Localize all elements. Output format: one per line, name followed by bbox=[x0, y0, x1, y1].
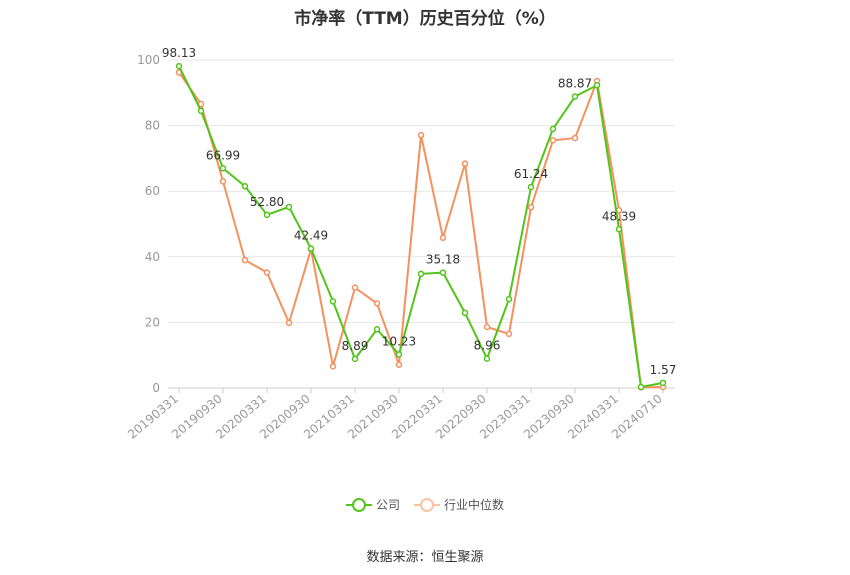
data-point-industry-median bbox=[483, 323, 491, 331]
data-label: 61.24 bbox=[514, 167, 548, 181]
data-point-company bbox=[659, 379, 667, 387]
data-point-company bbox=[549, 125, 557, 133]
data-point-company bbox=[175, 62, 183, 70]
data-point-company bbox=[417, 270, 425, 278]
y-tick-label: 40 bbox=[145, 250, 160, 264]
data-point-company bbox=[351, 355, 359, 363]
data-label: 66.99 bbox=[206, 148, 240, 162]
data-point-company bbox=[373, 326, 381, 333]
data-label: 48.39 bbox=[602, 209, 636, 223]
legend-company-label: 公司 bbox=[375, 498, 400, 512]
data-point-company bbox=[637, 383, 645, 391]
y-tick-label: 0 bbox=[152, 381, 160, 395]
data-label: 52.80 bbox=[250, 195, 284, 209]
data-label: 1.57 bbox=[650, 363, 677, 377]
data-point-company bbox=[263, 211, 271, 219]
data-point-industry-median bbox=[241, 256, 249, 264]
data-point-company bbox=[307, 245, 315, 252]
data-point-industry-median bbox=[417, 131, 425, 139]
data-point-company bbox=[615, 226, 623, 233]
legend-item-company[interactable]: 公司 bbox=[345, 496, 400, 513]
data-point-company bbox=[527, 183, 535, 191]
data-point-company bbox=[505, 295, 513, 303]
data-point-company bbox=[483, 355, 491, 362]
data-point-company bbox=[439, 269, 447, 276]
legend-industry-swatch bbox=[414, 497, 440, 512]
data-source-note: 数据来源：恒生聚源 bbox=[366, 550, 484, 565]
data-point-industry-median bbox=[263, 269, 271, 276]
data-point-industry-median bbox=[373, 300, 381, 307]
data-point-company bbox=[285, 203, 293, 211]
data-label: 10.23 bbox=[382, 334, 416, 348]
y-tick-label: 100 bbox=[137, 53, 160, 67]
data-label: 8.96 bbox=[474, 339, 501, 353]
data-point-company bbox=[571, 93, 579, 100]
legend-industry-label: 行业中位数 bbox=[444, 498, 505, 512]
data-point-industry-median bbox=[329, 363, 337, 370]
data-point-company bbox=[593, 82, 601, 89]
data-point-industry-median bbox=[527, 204, 535, 211]
chart-title: 市净率（TTM）历史百分位（%） bbox=[294, 9, 556, 29]
data-point-industry-median bbox=[505, 330, 513, 338]
data-point-company bbox=[219, 165, 227, 172]
data-label: 88.87 bbox=[558, 77, 592, 91]
legend-company-swatch bbox=[345, 497, 372, 512]
data-point-industry-median bbox=[285, 319, 293, 326]
series-line-industry-median bbox=[178, 71, 664, 389]
data-point-company bbox=[395, 351, 403, 358]
data-point-industry-median bbox=[549, 137, 557, 144]
series-line-company bbox=[178, 65, 664, 389]
data-label: 35.18 bbox=[426, 253, 460, 267]
data-point-company bbox=[461, 309, 469, 317]
chart-legend: 公司 行业中位数 bbox=[0, 496, 850, 513]
data-point-industry-median bbox=[571, 134, 579, 142]
data-point-industry-median bbox=[351, 284, 359, 291]
data-point-industry-median bbox=[461, 160, 469, 167]
data-label: 98.13 bbox=[162, 46, 196, 60]
data-label: 42.49 bbox=[294, 229, 328, 243]
data-point-company bbox=[241, 183, 249, 190]
data-point-industry-median bbox=[395, 361, 403, 368]
data-point-industry-median bbox=[219, 178, 227, 185]
legend-item-industry-median[interactable]: 行业中位数 bbox=[414, 496, 504, 513]
data-point-company bbox=[197, 107, 205, 115]
data-point-industry-median bbox=[439, 234, 447, 242]
y-tick-label: 20 bbox=[145, 315, 160, 329]
y-tick-label: 80 bbox=[145, 119, 160, 133]
y-tick-label: 60 bbox=[145, 184, 160, 198]
data-label: 8.89 bbox=[342, 339, 369, 353]
data-point-company bbox=[329, 298, 337, 305]
